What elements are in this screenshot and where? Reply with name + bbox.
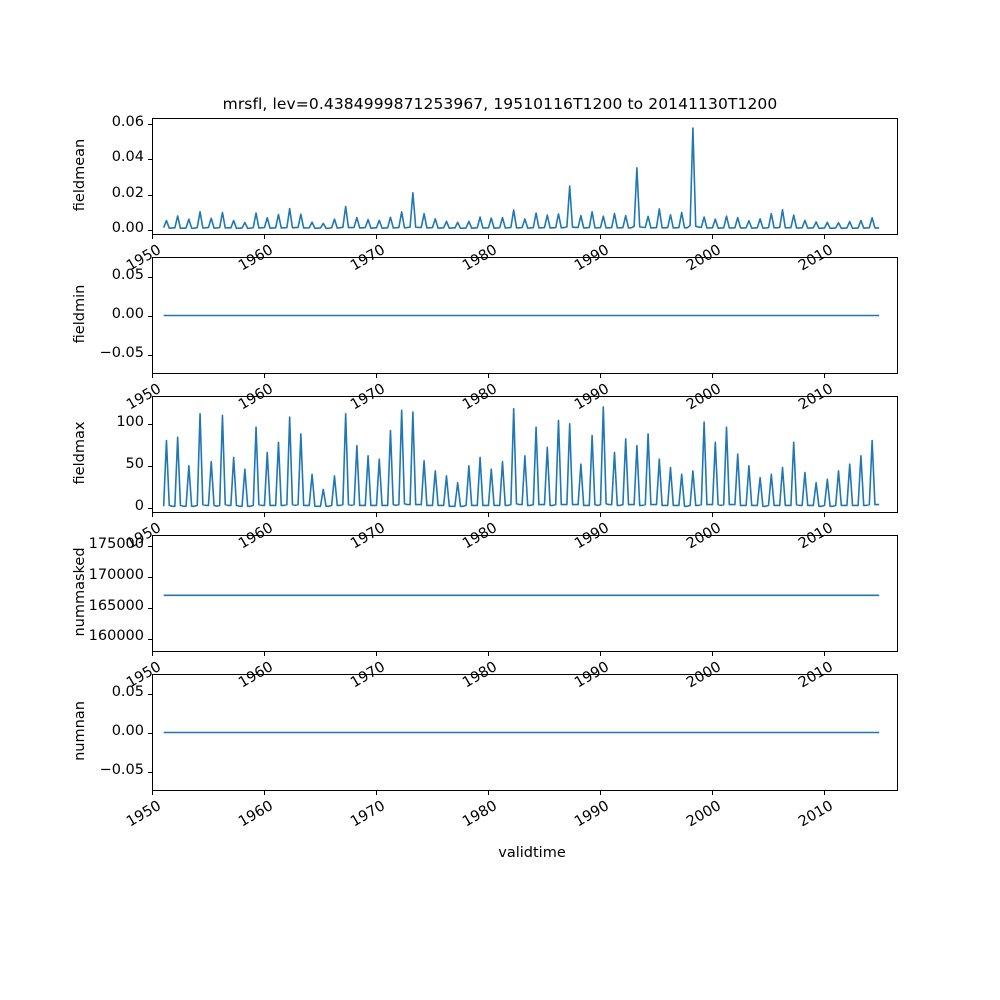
y-tick-label-numnan: 0.00 bbox=[111, 722, 144, 739]
y-axis-label-fieldmean: fieldmean bbox=[72, 138, 88, 211]
x-tick-mark bbox=[488, 235, 490, 239]
figure-title: mrsfl, lev=0.4384999871253967, 19510116T… bbox=[222, 95, 778, 113]
x-tick-mark bbox=[824, 513, 826, 517]
y-tick-label-fieldmax: 0 bbox=[134, 497, 144, 514]
y-tick-mark bbox=[148, 229, 152, 231]
x-tick-mark bbox=[376, 374, 378, 378]
y-tick-mark bbox=[148, 732, 152, 734]
panel-nummasked bbox=[152, 535, 898, 652]
x-tick-mark bbox=[712, 652, 714, 656]
y-tick-label-numnan: 0.05 bbox=[111, 683, 144, 700]
x-tick-label: 1960 bbox=[236, 798, 276, 831]
x-tick-mark bbox=[152, 374, 154, 378]
panel-fieldmean bbox=[152, 118, 898, 235]
x-tick-label: 1990 bbox=[572, 798, 613, 831]
x-tick-mark bbox=[712, 513, 714, 517]
panel-fieldmin bbox=[152, 257, 898, 374]
fieldmin-plot-line bbox=[152, 257, 898, 374]
x-tick-mark bbox=[488, 791, 490, 795]
x-tick-mark bbox=[488, 374, 490, 378]
x-tick-mark bbox=[152, 513, 154, 517]
x-tick-mark bbox=[264, 513, 266, 517]
x-tick-mark bbox=[600, 513, 602, 517]
y-tick-mark bbox=[148, 607, 152, 609]
panel-fieldmax-frame bbox=[152, 396, 898, 513]
panel-numnan bbox=[152, 674, 898, 791]
x-tick-mark bbox=[600, 652, 602, 656]
y-tick-mark bbox=[148, 423, 152, 425]
x-tick-label: 1970 bbox=[348, 798, 389, 831]
y-tick-label-fieldmax: 100 bbox=[116, 413, 144, 430]
panel-fieldmax bbox=[152, 396, 898, 513]
x-tick-mark bbox=[712, 791, 714, 795]
fieldmax-plot-line bbox=[152, 396, 898, 513]
x-tick-mark bbox=[600, 374, 602, 378]
y-tick-label-fieldmin: 0.00 bbox=[111, 305, 144, 322]
y-tick-mark bbox=[148, 771, 152, 773]
x-tick-mark bbox=[824, 791, 826, 795]
x-tick-mark bbox=[376, 652, 378, 656]
y-tick-mark bbox=[148, 576, 152, 578]
x-tick-mark bbox=[264, 791, 266, 795]
x-tick-mark bbox=[264, 652, 266, 656]
x-tick-mark bbox=[376, 791, 378, 795]
x-tick-mark bbox=[824, 235, 826, 239]
x-tick-label: 1950 bbox=[124, 798, 164, 831]
y-tick-mark bbox=[148, 546, 152, 548]
y-tick-mark bbox=[148, 194, 152, 196]
x-tick-mark bbox=[712, 235, 714, 239]
x-tick-label: 2010 bbox=[796, 798, 837, 831]
x-tick-mark bbox=[152, 652, 154, 656]
y-tick-label-fieldmean: 0.06 bbox=[111, 114, 144, 131]
y-tick-label-nummasked: 170000 bbox=[88, 566, 144, 583]
y-tick-label-fieldmean: 0.02 bbox=[111, 184, 144, 201]
panel-nummasked-frame bbox=[152, 535, 898, 652]
x-tick-mark bbox=[264, 374, 266, 378]
panel-numnan-frame bbox=[152, 674, 898, 791]
panel-fieldmin-frame bbox=[152, 257, 898, 374]
y-tick-mark bbox=[148, 507, 152, 509]
x-tick-label: 1980 bbox=[460, 798, 501, 831]
y-tick-label-fieldmin: −0.05 bbox=[99, 344, 144, 361]
x-tick-label: 2000 bbox=[684, 798, 725, 831]
x-tick-mark bbox=[824, 374, 826, 378]
x-axis-label: validtime bbox=[498, 845, 566, 861]
y-tick-label-nummasked: 165000 bbox=[88, 597, 144, 614]
nummasked-plot-line bbox=[152, 535, 898, 652]
y-axis-label-fieldmin: fieldmin bbox=[72, 284, 88, 343]
y-tick-mark bbox=[148, 465, 152, 467]
x-tick-mark bbox=[488, 652, 490, 656]
x-tick-mark bbox=[488, 513, 490, 517]
x-tick-mark bbox=[824, 652, 826, 656]
y-tick-label-nummasked: 160000 bbox=[88, 628, 144, 645]
x-tick-mark bbox=[600, 235, 602, 239]
panel-fieldmean-frame bbox=[152, 118, 898, 235]
y-axis-label-fieldmax: fieldmax bbox=[72, 421, 88, 484]
y-tick-label-numnan: −0.05 bbox=[99, 761, 144, 778]
y-tick-label-fieldmean: 0.00 bbox=[111, 219, 144, 236]
x-tick-mark bbox=[152, 235, 154, 239]
x-tick-mark bbox=[712, 374, 714, 378]
fieldmean-plot-line bbox=[152, 118, 898, 235]
y-tick-mark bbox=[148, 276, 152, 278]
y-tick-mark bbox=[148, 693, 152, 695]
x-tick-mark bbox=[264, 235, 266, 239]
y-tick-mark bbox=[148, 638, 152, 640]
x-tick-mark bbox=[152, 791, 154, 795]
x-tick-mark bbox=[600, 791, 602, 795]
y-tick-label-fieldmax: 50 bbox=[125, 455, 144, 472]
y-tick-mark bbox=[148, 354, 152, 356]
x-tick-mark bbox=[376, 235, 378, 239]
y-tick-mark bbox=[148, 315, 152, 317]
y-tick-label-nummasked: 175000 bbox=[88, 536, 144, 553]
y-tick-label-fieldmean: 0.04 bbox=[111, 149, 144, 166]
y-axis-label-numnan: numnan bbox=[72, 700, 88, 761]
x-tick-mark bbox=[376, 513, 378, 517]
y-tick-mark bbox=[148, 124, 152, 126]
y-tick-mark bbox=[148, 159, 152, 161]
y-tick-label-fieldmin: 0.05 bbox=[111, 266, 144, 283]
y-axis-label-nummasked: nummasked bbox=[72, 546, 88, 637]
numnan-plot-line bbox=[152, 674, 898, 791]
